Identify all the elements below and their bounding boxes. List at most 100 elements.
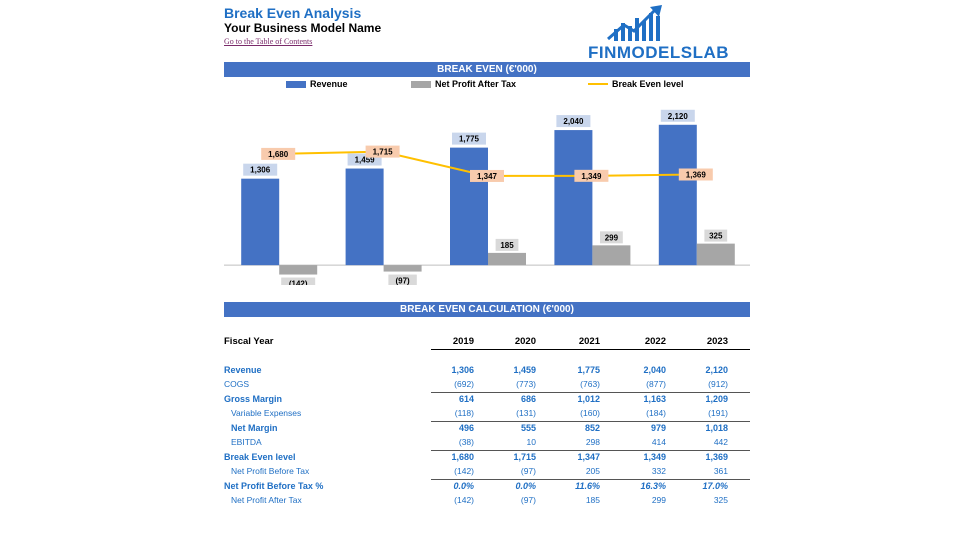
break-even-data-label: 1,349 xyxy=(581,172,602,181)
row-label: Net Margin xyxy=(231,423,278,433)
cell: (142) xyxy=(454,466,474,476)
x-axis-tick-label: 2019 xyxy=(269,284,288,285)
table-title-band: BREAK EVEN CALCULATION (€'000) xyxy=(224,302,750,317)
cell: 2,040 xyxy=(643,365,666,375)
net-profit-data-label: (97) xyxy=(395,277,410,285)
chart-title-band: BREAK EVEN (€'000) xyxy=(224,62,750,77)
company-logo: FINMODELSLAB xyxy=(588,5,730,62)
cell: (118) xyxy=(454,408,474,418)
year-header: 2023 xyxy=(706,336,728,347)
cell: (184) xyxy=(646,408,666,418)
break-even-data-label: 1,347 xyxy=(477,172,498,181)
cell: (131) xyxy=(516,408,536,418)
page-title: Break Even Analysis xyxy=(224,5,362,21)
x-axis-tick-label: 2020 xyxy=(373,284,392,285)
revenue-bar xyxy=(658,124,697,266)
cell: (763) xyxy=(580,379,600,389)
year-header: 2019 xyxy=(452,336,474,347)
cell: 1,775 xyxy=(577,365,600,375)
revenue-bar xyxy=(554,130,593,266)
revenue-data-label: 2,120 xyxy=(668,112,689,121)
legend-revenue-label: Revenue xyxy=(310,79,348,89)
cell: 852 xyxy=(584,423,600,433)
break-even-data-label: 1,715 xyxy=(373,148,394,157)
x-axis-tick-label: 2022 xyxy=(582,284,601,285)
table-header-row: Fiscal Year 2019 2020 2021 2022 2023 xyxy=(224,336,750,349)
row-label: Gross Margin xyxy=(224,394,283,404)
cell: 361 xyxy=(713,466,728,476)
legend-revenue-swatch xyxy=(286,80,306,88)
net-profit-bar xyxy=(488,252,526,266)
table-row: Net Profit After Tax (142) (97) 185 299 … xyxy=(224,495,750,508)
cell: 1,680 xyxy=(451,452,474,462)
revenue-data-label: 1,459 xyxy=(355,156,376,165)
row-label: EBITDA xyxy=(231,437,262,447)
cell: 17.0% xyxy=(702,481,728,491)
cell: 1,715 xyxy=(513,452,536,462)
logo-graphic-icon xyxy=(607,5,662,41)
cell: 1,306 xyxy=(451,365,474,375)
cell: 442 xyxy=(713,437,728,447)
cell: (142) xyxy=(454,495,474,505)
net-profit-bar xyxy=(696,243,735,266)
cell: 1,369 xyxy=(705,452,728,462)
subtotal-divider xyxy=(431,392,750,393)
cell: (97) xyxy=(520,466,536,476)
net-profit-data-label-bg xyxy=(704,229,728,242)
subtotal-divider xyxy=(431,421,750,422)
cell: 298 xyxy=(585,437,600,447)
break-even-data-label-bg xyxy=(261,147,296,160)
table-row: Break Even level 1,680 1,715 1,347 1,349… xyxy=(224,452,750,465)
header-divider xyxy=(431,349,750,350)
revenue-data-label: 2,040 xyxy=(563,117,584,126)
year-header: 2022 xyxy=(644,336,666,347)
cell: 325 xyxy=(713,495,728,505)
cell: 11.6% xyxy=(575,481,600,491)
cell: (191) xyxy=(708,408,728,418)
cell: 1,012 xyxy=(577,394,600,404)
revenue-data-label-bg xyxy=(660,109,695,122)
table-row: Net Profit Before Tax (142) (97) 205 332… xyxy=(224,466,750,479)
row-label: COGS xyxy=(224,379,250,389)
cell: (877) xyxy=(646,379,666,389)
cell: 2,120 xyxy=(705,365,728,375)
net-profit-data-label: 325 xyxy=(709,232,723,241)
cell: 299 xyxy=(651,495,666,505)
cell: (97) xyxy=(520,495,536,505)
subtotal-divider xyxy=(431,479,750,480)
table-row: Net Profit Before Tax % 0.0% 0.0% 11.6% … xyxy=(224,481,750,494)
table-of-contents-link[interactable]: Go to the Table of Contents xyxy=(224,37,313,46)
cell: 0.0% xyxy=(453,481,474,491)
cell: 496 xyxy=(458,423,474,433)
cell: 1,347 xyxy=(577,452,600,462)
legend-break-even-swatch xyxy=(588,83,608,85)
cell: 0.0% xyxy=(515,481,536,491)
cell: (773) xyxy=(516,379,536,389)
legend-net-profit: Net Profit After Tax xyxy=(411,79,516,89)
revenue-data-label-bg xyxy=(243,163,278,176)
net-profit-data-label-bg xyxy=(600,231,623,244)
break-even-data-label: 1,680 xyxy=(268,150,289,159)
row-label: Net Profit After Tax xyxy=(231,495,302,505)
row-label: Net Profit Before Tax % xyxy=(224,481,324,491)
net-profit-data-label-bg xyxy=(281,277,316,285)
chart-legend: Revenue Net Profit After Tax Break Even … xyxy=(224,79,750,93)
row-label: Net Profit Before Tax xyxy=(231,466,310,476)
net-profit-data-label: (142) xyxy=(289,280,308,285)
logo-text: FINMODELSLAB xyxy=(588,43,730,62)
cell: 185 xyxy=(585,495,600,505)
break-even-chart: 1,306 1,459 1,775 2,040 2,120 (142) (97) 185 299… xyxy=(224,109,750,285)
net-profit-data-label: 299 xyxy=(605,233,619,242)
net-profit-data-label-bg xyxy=(495,238,519,251)
cell: 686 xyxy=(520,394,536,404)
cell: 1,018 xyxy=(705,423,728,433)
cell: 1,163 xyxy=(643,394,666,404)
x-axis-tick-label: 2021 xyxy=(478,284,497,285)
table-row: Variable Expenses (118) (131) (160) (184… xyxy=(224,408,750,421)
cell: 332 xyxy=(651,466,666,476)
break-even-data-label-bg xyxy=(470,169,504,182)
revenue-data-label: 1,775 xyxy=(459,135,480,144)
table-row: COGS (692) (773) (763) (877) (912) xyxy=(224,379,750,392)
cell: 614 xyxy=(458,394,474,404)
table-row: Net Margin 496 555 852 979 1,018 xyxy=(224,423,750,436)
